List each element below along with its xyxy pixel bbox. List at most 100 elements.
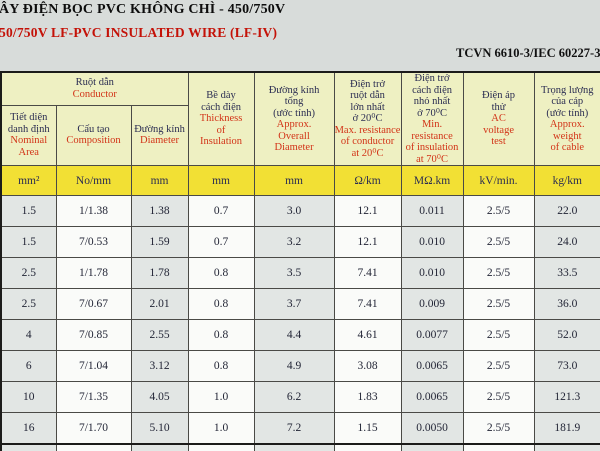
col-header-diameter: Đường kính Diameter bbox=[130, 104, 189, 167]
table-cell: 7/0.67 bbox=[55, 288, 132, 320]
unit-cell: kV/min. bbox=[462, 165, 535, 196]
table-cell: 0.010 bbox=[400, 226, 464, 258]
header-label-en: Max. resistance of conductor at 20⁰C bbox=[334, 124, 401, 159]
table-cell: 10 bbox=[0, 381, 57, 413]
table-cell: 1/1.38 bbox=[55, 195, 132, 227]
col-group-conductor: Ruột dẫn Conductor bbox=[0, 71, 189, 106]
header-sub-row: Tiết diện danh định Nominal Area Cấu tạo… bbox=[0, 104, 600, 167]
table-cell: 1.38 bbox=[130, 195, 189, 227]
table-cell: 1.15 bbox=[333, 412, 402, 444]
table-row: 16 7/1.70 5.10 1.0 7.2 1.15 0.0050 2.5/5 181.9 bbox=[0, 412, 600, 444]
table-cell bbox=[187, 442, 255, 451]
col-header-nominal-area: Tiết diện danh định Nominal Area bbox=[0, 104, 57, 167]
header-label-en: Thickness of Insulation bbox=[199, 113, 243, 148]
table-cell: 2.5/5 bbox=[462, 288, 535, 320]
table-cell: 2.5/5 bbox=[462, 412, 535, 444]
table-cell: 4 bbox=[0, 319, 57, 351]
table-cell: 2.01 bbox=[130, 288, 189, 320]
unit-cell: MΩ.km bbox=[400, 165, 464, 196]
table-cell: 24.0 bbox=[533, 226, 600, 258]
header-label-vi: Đường kính bbox=[134, 123, 185, 135]
wire-spec-table: Ruột dẫn Conductor Bề dày cách điện Thic… bbox=[0, 71, 600, 451]
header-label-vi: Tiết diện danh định bbox=[7, 112, 50, 135]
header-label-vi: Đường kính tổng (ước tính) bbox=[268, 84, 320, 119]
table-cell: 7/0.53 bbox=[55, 226, 132, 258]
conductor-group-label-en: Conductor bbox=[72, 88, 117, 100]
table-cell: 181.9 bbox=[533, 412, 600, 444]
table-cell: 0.7 bbox=[187, 226, 255, 258]
header-label-vi: Cấu tạo bbox=[77, 123, 110, 135]
table-cell bbox=[333, 442, 402, 451]
table-cell: 0.009 bbox=[400, 288, 464, 320]
table-cell: 1.59 bbox=[130, 226, 189, 258]
unit-cell: No/mm bbox=[55, 165, 132, 196]
table-cell: 0.8 bbox=[187, 288, 255, 320]
header-label-en: Approx. weight of cable bbox=[549, 119, 585, 153]
table-cell: 4.4 bbox=[253, 319, 335, 351]
table-cell: 0.8 bbox=[187, 257, 255, 289]
table-cell: 4.05 bbox=[130, 381, 189, 413]
table-cell: 4.61 bbox=[333, 319, 402, 351]
table-cell: 7/0.85 bbox=[55, 319, 132, 351]
table-cell: 3.0 bbox=[253, 195, 335, 227]
table-cell bbox=[0, 442, 57, 451]
table-cell: 2.55 bbox=[130, 319, 189, 351]
table-cell: 52.0 bbox=[533, 319, 600, 351]
unit-cell: kg/km bbox=[533, 165, 600, 196]
col-header-cable-weight: Trọng lượng của cáp (ước tính) Approx. w… bbox=[533, 71, 600, 166]
document-subtitle-en: 50/750V LF-PVC INSULATED WIRE (LF-IV) bbox=[0, 25, 278, 40]
table-cell: 1/1.78 bbox=[55, 257, 132, 289]
table-cell: 3.5 bbox=[253, 257, 335, 289]
table-cell: 16 bbox=[0, 412, 57, 444]
unit-cell: Ω/km bbox=[333, 165, 402, 196]
table-cell: 3.7 bbox=[253, 288, 335, 320]
table-cell: 7.41 bbox=[333, 257, 402, 289]
table-cell: 2.5/5 bbox=[462, 257, 535, 289]
col-header-ac-voltage-test: Điện áp thử AC voltage test bbox=[462, 71, 535, 166]
header-label-en: Diameter bbox=[139, 135, 180, 147]
table-cell: 0.8 bbox=[187, 350, 255, 382]
table-cell: 0.8 bbox=[187, 319, 255, 351]
header-label-en: Nominal Area bbox=[10, 135, 48, 158]
table-cell: 2.5/5 bbox=[462, 319, 535, 351]
header-label-en: Composition bbox=[66, 135, 121, 147]
table-cell: 3.2 bbox=[253, 226, 335, 258]
table-cell: 12.1 bbox=[333, 226, 402, 258]
header-label-vi: Trọng lượng của cáp (ước tính) bbox=[540, 84, 594, 119]
table-cell bbox=[462, 442, 535, 451]
table-row: 2.5 1/1.78 1.78 0.8 3.5 7.41 0.010 2.5/5 33.5 bbox=[0, 257, 600, 289]
col-header-composition: Cấu tạo Composition bbox=[55, 104, 132, 167]
table-cell: 7/1.04 bbox=[55, 350, 132, 382]
units-row: mm² No/mm mm mm mm Ω/km MΩ.km kV/min. kg… bbox=[0, 165, 600, 196]
table-cell: 12.1 bbox=[333, 195, 402, 227]
conductor-group-label-vi: Ruột dẫn bbox=[75, 77, 114, 89]
table-cell: 121.3 bbox=[533, 381, 600, 413]
table-cell: 3.08 bbox=[333, 350, 402, 382]
table-cell: 2.5/5 bbox=[462, 350, 535, 382]
header-label-en: Min. resistance of insulation at 70⁰C bbox=[405, 119, 459, 165]
table-cell: 1.0 bbox=[187, 412, 255, 444]
table-cell bbox=[533, 442, 600, 451]
unit-cell: mm bbox=[130, 165, 189, 196]
table-cell: 7.41 bbox=[333, 288, 402, 320]
table-cell: 3.12 bbox=[130, 350, 189, 382]
header-label-vi: Bề dày cách điện bbox=[201, 90, 241, 113]
table-row: 1.5 7/0.53 1.59 0.7 3.2 12.1 0.010 2.5/5 24.0 bbox=[0, 226, 600, 258]
table-cell bbox=[130, 442, 189, 451]
table-cell: 0.0065 bbox=[400, 350, 464, 382]
table-row-partial bbox=[0, 442, 600, 451]
header-label-en: Approx. Overall Diameter bbox=[274, 119, 314, 153]
unit-cell: mm bbox=[187, 165, 255, 196]
table-cell: 1.5 bbox=[0, 195, 57, 227]
header-group-row: Ruột dẫn Conductor Bề dày cách điện Thic… bbox=[0, 71, 600, 166]
table-cell: 6.2 bbox=[253, 381, 335, 413]
table-cell: 1.78 bbox=[130, 257, 189, 289]
table-cell: 0.7 bbox=[187, 195, 255, 227]
table-cell: 7/1.70 bbox=[55, 412, 132, 444]
table-cell: 2.5/5 bbox=[462, 195, 535, 227]
table-cell bbox=[253, 442, 335, 451]
table-cell: 0.0065 bbox=[400, 381, 464, 413]
table-row: 10 7/1.35 4.05 1.0 6.2 1.83 0.0065 2.5/5 121.3 bbox=[0, 381, 600, 413]
table-cell: 22.0 bbox=[533, 195, 600, 227]
table-cell: 0.0050 bbox=[400, 412, 464, 444]
